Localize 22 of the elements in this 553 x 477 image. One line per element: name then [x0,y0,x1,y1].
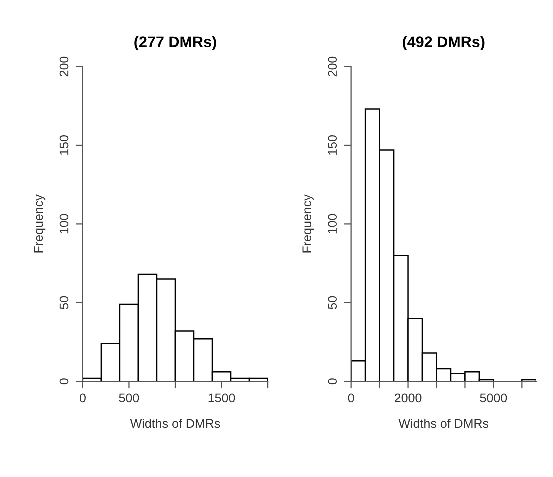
x-axis-title: Widths of DMRs [130,418,220,428]
x-tick-label: 5000 [480,394,508,403]
y-tick-label: 0 [60,378,69,385]
y-tick-label: 150 [328,136,338,155]
y-axis-title: Frequency [302,194,314,253]
y-tick-label: 150 [60,136,69,155]
y-tick-label: 100 [328,214,338,234]
y-tick-label: 200 [328,56,338,77]
y-tick-label: 100 [60,214,69,234]
y-axis-title: Frequency [34,194,46,253]
x-axis-title: Widths of DMRs [398,418,489,428]
x-tick-label: 500 [119,394,140,403]
x-tick-label: 0 [348,394,354,403]
x-tick-label: 0 [80,394,86,403]
y-tick-label: 50 [328,296,338,310]
x-tick-label: 1500 [208,394,236,403]
y-tick-label: 200 [60,56,69,77]
y-tick-label: 0 [328,378,338,385]
x-tick-label: 2000 [395,394,422,403]
chart-title: (492 DMRs) [403,36,485,51]
chart-title: (277 DMRs) [134,36,216,51]
y-tick-label: 50 [60,296,69,310]
